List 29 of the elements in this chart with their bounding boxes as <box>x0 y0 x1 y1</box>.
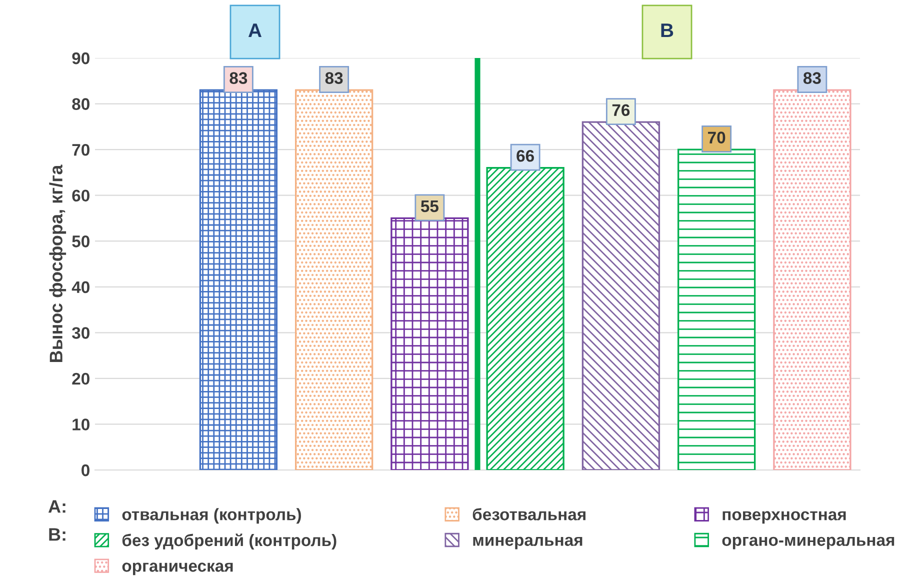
y-tick-label: 30 <box>72 327 90 339</box>
legend-label: отвальная (контроль) <box>122 508 301 524</box>
y-tick-label: 70 <box>72 144 90 156</box>
data-label: 83 <box>325 72 343 84</box>
legend-label: без удобрений (контроль) <box>122 534 336 550</box>
legend-label: поверхностная <box>722 511 846 524</box>
data-label: 83 <box>230 72 248 84</box>
y-axis-title: Вынос фосфора, кг/га <box>49 164 66 362</box>
legend-label: безотвальная <box>472 508 586 520</box>
legend-label: минеральная <box>473 536 582 550</box>
data-label: 70 <box>708 132 726 144</box>
legend-label: органо-минеральная <box>722 536 894 550</box>
legend-label: органическая <box>122 562 233 576</box>
data-label: 66 <box>516 150 534 162</box>
data-label: 83 <box>803 72 821 84</box>
data-label: 55 <box>420 200 438 212</box>
data-label: 76 <box>612 104 630 116</box>
y-tick-label: 40 <box>72 281 90 294</box>
text: A <box>248 24 262 38</box>
y-tick-label: 80 <box>72 98 90 110</box>
y-tick-label: 0 <box>82 464 90 476</box>
y-tick-label: 60 <box>72 190 90 202</box>
text: B: <box>49 528 66 541</box>
text: A: <box>48 500 66 513</box>
text: B <box>661 24 674 38</box>
y-tick-label: 20 <box>72 372 90 385</box>
y-tick-label: 50 <box>72 236 90 248</box>
y-tick-label: 90 <box>72 52 90 64</box>
y-tick-label: 10 <box>72 418 90 430</box>
